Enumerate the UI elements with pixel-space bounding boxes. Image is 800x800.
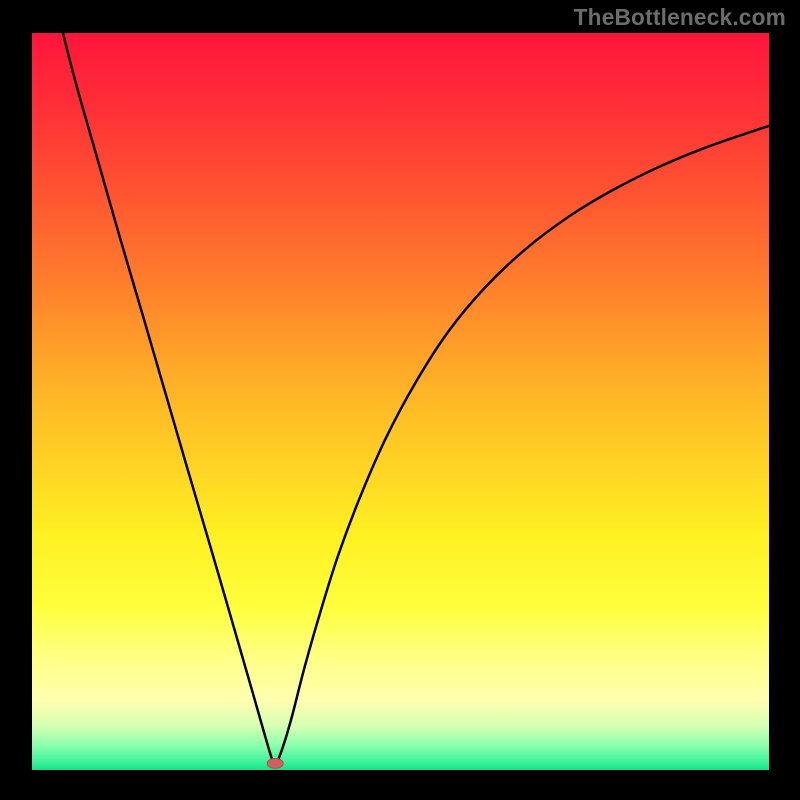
bottleneck-curve-plot	[32, 33, 769, 770]
optimal-point-marker	[267, 758, 283, 768]
gradient-background	[32, 33, 769, 770]
watermark-text: TheBottleneck.com	[574, 4, 786, 31]
chart-frame: TheBottleneck.com	[0, 0, 800, 800]
